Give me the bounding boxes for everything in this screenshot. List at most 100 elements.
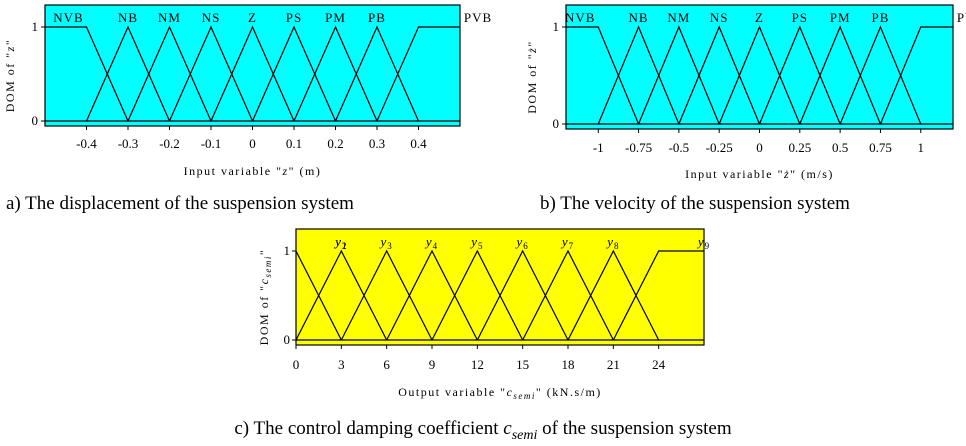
x-tick-label: 0.5 bbox=[832, 140, 848, 155]
caption-b: b) The velocity of the suspension system bbox=[540, 193, 850, 214]
mf-y8 bbox=[567, 249, 660, 341]
x-tick-label: 1 bbox=[918, 140, 925, 155]
mf-label-pb: PB bbox=[871, 10, 889, 25]
y-axis-label: DOM of "ż" bbox=[525, 40, 539, 113]
x-tick-label: 12 bbox=[471, 357, 484, 372]
mf-label-ps: PS bbox=[792, 10, 808, 25]
y-tick-0: 0 bbox=[32, 113, 39, 128]
x-tick-label: 0.25 bbox=[788, 140, 811, 155]
x-tick-label: -0.2 bbox=[159, 136, 180, 151]
mf-pm bbox=[799, 25, 881, 125]
mf-label-nm: NM bbox=[158, 10, 181, 25]
mf-label-pvb: PVB bbox=[464, 10, 492, 25]
mf-y9 bbox=[612, 250, 704, 341]
mf-label-y7: y7 bbox=[560, 234, 574, 251]
x-tick-label: 0 bbox=[249, 136, 256, 151]
x-tick-label: 6 bbox=[383, 357, 390, 372]
mf-pb bbox=[839, 25, 922, 125]
mf-ps bbox=[251, 25, 337, 122]
chart-b: NVB NB NM NS Z PS PM PB PVB 0 1 -1 -0.75 -0.5 -0.25 0 0.… bbox=[525, 4, 966, 181]
mf-label-y5: y5 bbox=[469, 234, 483, 251]
plot-area bbox=[44, 4, 461, 127]
x-tick-label: -0.5 bbox=[669, 140, 690, 155]
mf-label-y1: y1 bbox=[333, 234, 347, 251]
plot-area bbox=[295, 228, 705, 346]
caption-c-subscript: semi bbox=[511, 427, 538, 443]
x-tick-label: 3 bbox=[338, 357, 345, 372]
mf-nvb bbox=[566, 26, 640, 125]
mf-y4 bbox=[386, 249, 478, 341]
mf-z bbox=[210, 25, 295, 122]
x-tick-label: 24 bbox=[652, 357, 666, 372]
mf-nvb bbox=[45, 26, 129, 122]
x-tick-label: 0 bbox=[293, 357, 300, 372]
mf-label-y4: y4 bbox=[424, 234, 438, 251]
y-axis-label: DOM of "z" bbox=[3, 39, 17, 112]
x-tick-label: 0.3 bbox=[369, 136, 385, 151]
mf-ns bbox=[678, 25, 761, 125]
mf-ns bbox=[168, 25, 254, 122]
mf-nb bbox=[85, 25, 171, 122]
mf-label-nm: NM bbox=[667, 10, 690, 25]
mf-label-z: Z bbox=[755, 10, 764, 25]
x-axis-label: Output variable "csemi" (kN.s/m) bbox=[398, 385, 602, 401]
mf-label-ps: PS bbox=[286, 10, 302, 25]
mf-y6 bbox=[476, 249, 569, 341]
x-axis-label: Input variable "ż" (m/s) bbox=[685, 167, 834, 181]
x-tick-label: -0.75 bbox=[625, 140, 652, 155]
mf-pvb bbox=[376, 26, 460, 122]
mf-label-nvb: NVB bbox=[53, 10, 83, 25]
x-tick-label: -1 bbox=[593, 140, 604, 155]
mf-pvb bbox=[879, 26, 953, 125]
x-tick-label: 18 bbox=[562, 357, 575, 372]
x-tick-label: 0.1 bbox=[286, 136, 302, 151]
caption-c-text: c) The control damping coefficient bbox=[234, 418, 504, 439]
x-tick-label: 0 bbox=[756, 140, 763, 155]
mf-label-pm: PM bbox=[830, 10, 851, 25]
mf-label-y3: y3 bbox=[379, 234, 393, 251]
x-tick-label: -0.25 bbox=[706, 140, 733, 155]
x-tick-label: -0.1 bbox=[201, 136, 222, 151]
y-axis-label: DOM of "csemi" bbox=[257, 249, 273, 346]
x-tick-label: 9 bbox=[429, 357, 436, 372]
mf-label-nvb: NVB bbox=[565, 10, 595, 25]
mf-pb bbox=[334, 25, 420, 122]
mf-label-pb: PB bbox=[368, 10, 386, 25]
mf-label-ns: NS bbox=[202, 10, 221, 25]
x-tick-label: 21 bbox=[607, 357, 620, 372]
mf-label-y9: y9 bbox=[696, 234, 710, 251]
x-tick-label: 15 bbox=[516, 357, 529, 372]
mf-y7 bbox=[522, 249, 614, 341]
mf-nm bbox=[127, 25, 212, 122]
x-tick-label: -0.3 bbox=[118, 136, 139, 151]
mf-y2 bbox=[295, 249, 388, 341]
mf-label-y8: y8 bbox=[605, 234, 619, 251]
y-tick-1: 1 bbox=[284, 243, 291, 258]
x-axis-label: Input variable "z" (m) bbox=[184, 164, 322, 178]
caption-c: c) The control damping coefficient csemi… bbox=[0, 418, 966, 444]
mf-ps bbox=[758, 25, 841, 125]
mf-z bbox=[718, 25, 801, 125]
x-tick-label: 0.75 bbox=[869, 140, 892, 155]
mf-label-z: Z bbox=[248, 10, 257, 25]
mf-label-pm: PM bbox=[325, 10, 346, 25]
mf-y5 bbox=[431, 249, 524, 341]
y-tick-0: 0 bbox=[553, 116, 560, 131]
mf-label-ns: NS bbox=[710, 10, 729, 25]
x-tick-label: -0.4 bbox=[76, 136, 97, 151]
mf-label-pvb: PVB bbox=[957, 10, 966, 25]
mf-label-y6: y6 bbox=[515, 234, 529, 251]
x-tick-label: 0.2 bbox=[327, 136, 343, 151]
y-tick-1: 1 bbox=[553, 19, 560, 34]
chart-a: NVB NB NM NS Z PS PM PB PVB 0 1 -0.4 -0.3 -0.2 -0.1 0 0.… bbox=[3, 4, 492, 178]
mf-nm bbox=[638, 25, 720, 125]
x-tick-label: 0.4 bbox=[410, 136, 427, 151]
mf-y3 bbox=[340, 249, 433, 341]
mf-pm bbox=[293, 25, 378, 122]
caption-c-text-end: of the suspension system bbox=[537, 418, 732, 439]
caption-a: a) The displacement of the suspension sy… bbox=[6, 193, 354, 214]
y-tick-0: 0 bbox=[284, 332, 291, 347]
caption-c-symbol: c bbox=[503, 418, 512, 439]
